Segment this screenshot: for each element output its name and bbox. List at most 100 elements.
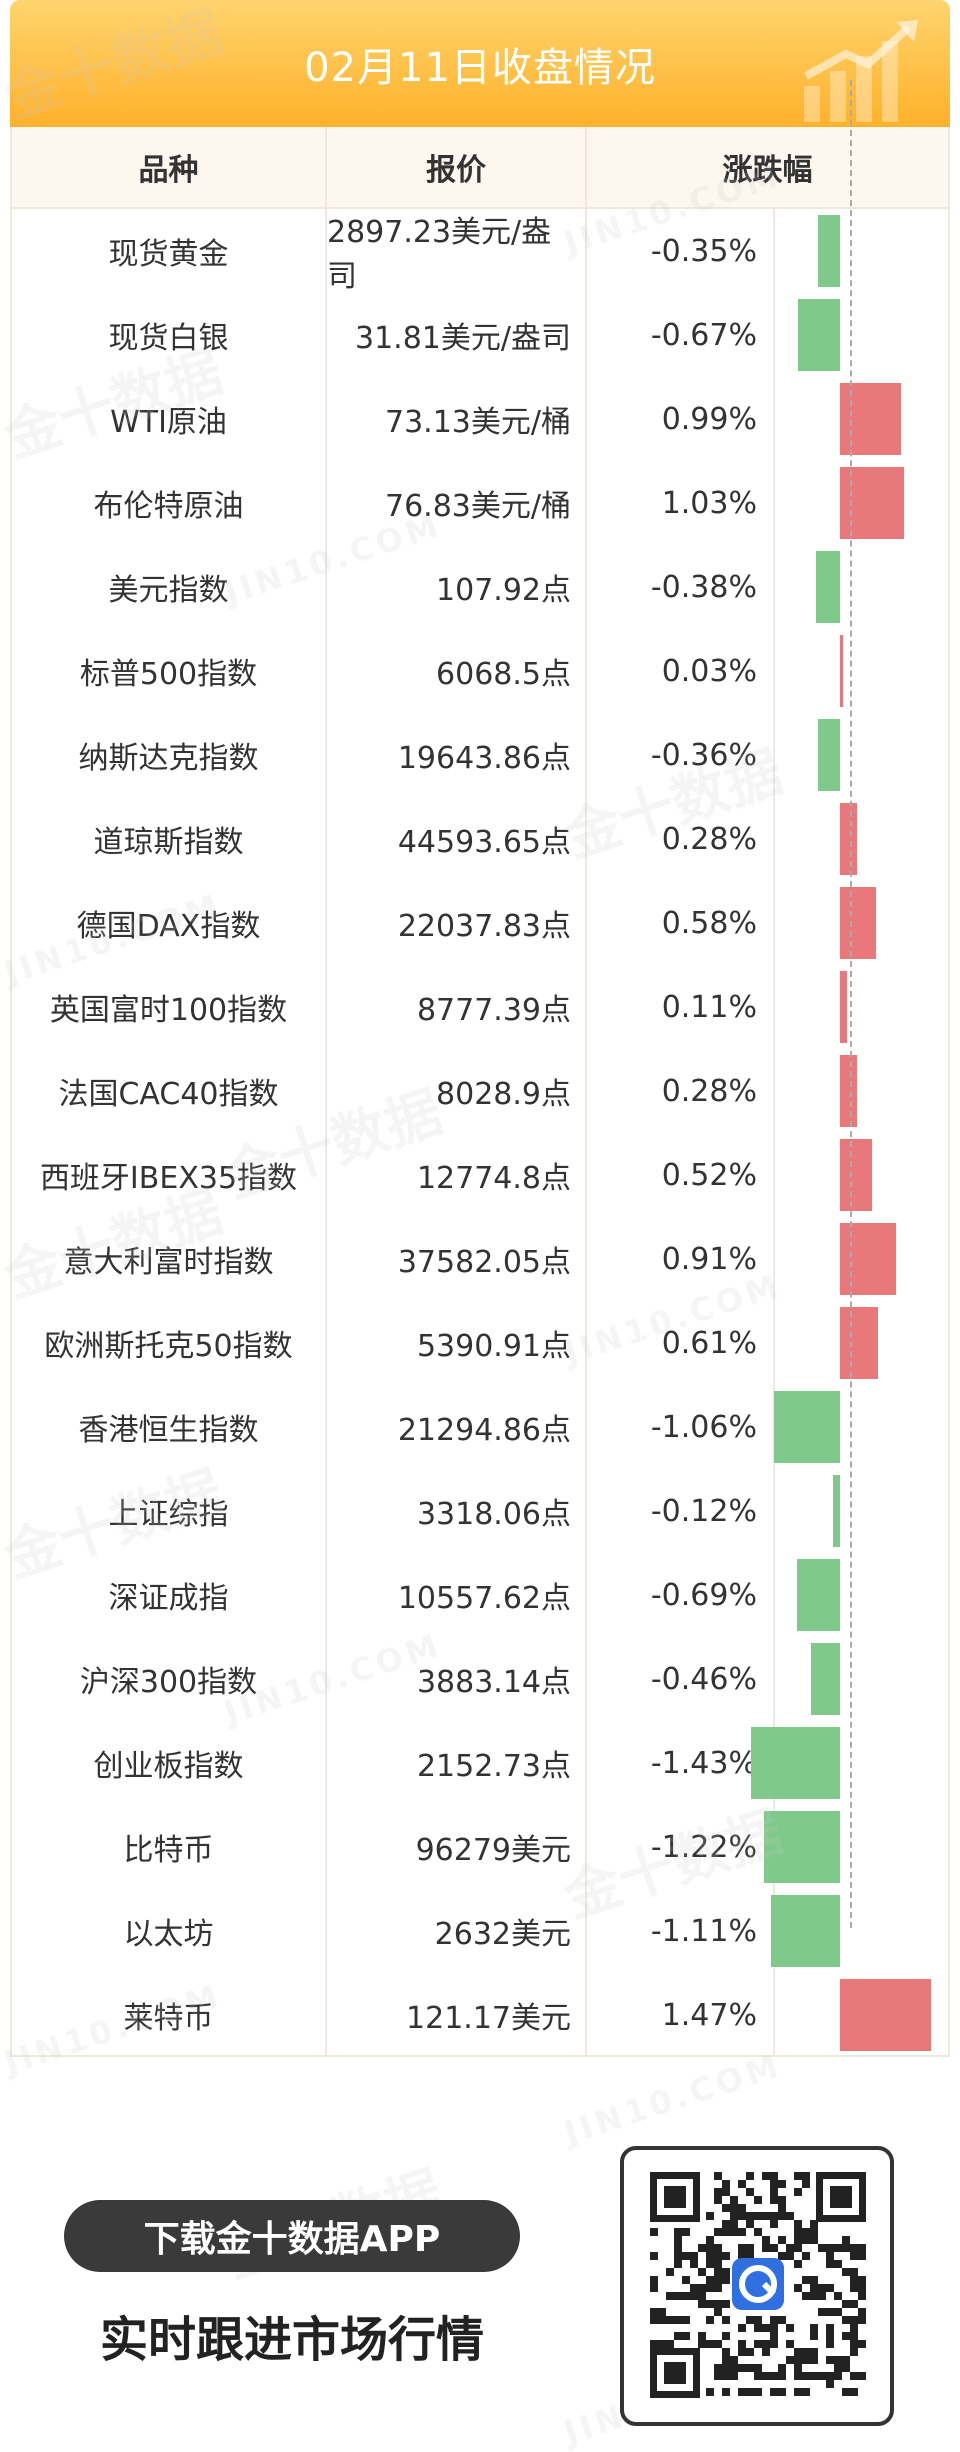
instrument-price: 96279美元 bbox=[327, 1805, 587, 1889]
instrument-price: 22037.83点 bbox=[327, 881, 587, 965]
zero-axis-line bbox=[850, 80, 852, 1928]
instrument-price: 2897.23美元/盎司 bbox=[327, 209, 587, 294]
instrument-name: 西班牙IBEX35指数 bbox=[12, 1133, 327, 1217]
instrument-name: WTI原油 bbox=[12, 377, 327, 461]
instrument-name: 布伦特原油 bbox=[12, 461, 327, 545]
instrument-price: 8777.39点 bbox=[327, 965, 587, 1049]
table-row: WTI原油 73.13美元/桶 0.99% bbox=[12, 377, 948, 461]
table-row: 现货白银 31.81美元/盎司 -0.67% bbox=[12, 293, 948, 377]
change-bar-down bbox=[818, 215, 840, 287]
change-bar-down bbox=[832, 1475, 840, 1547]
instrument-change: 0.58% bbox=[587, 881, 775, 965]
instrument-price: 8028.9点 bbox=[327, 1049, 587, 1133]
change-bar-cell bbox=[775, 1637, 948, 1721]
change-bar-down bbox=[811, 1643, 840, 1715]
change-bar-cell bbox=[775, 713, 948, 797]
instrument-change: -1.43% bbox=[587, 1721, 775, 1805]
change-bar-down bbox=[816, 551, 840, 623]
instrument-name: 法国CAC40指数 bbox=[12, 1049, 327, 1133]
instrument-price: 2152.73点 bbox=[327, 1721, 587, 1805]
instrument-name: 以太坊 bbox=[12, 1889, 327, 1973]
instrument-change: -0.67% bbox=[587, 293, 775, 377]
table-header: 品种 报价 涨跌幅 bbox=[12, 127, 948, 209]
instrument-price: 3883.14点 bbox=[327, 1637, 587, 1721]
change-bar-up bbox=[840, 1055, 858, 1127]
table-row: 沪深300指数 3883.14点 -0.46% bbox=[12, 1637, 948, 1721]
change-bar-cell bbox=[775, 545, 948, 629]
footer-tagline: 实时跟进市场行情 bbox=[99, 2312, 484, 2368]
change-bar-cell bbox=[775, 629, 948, 713]
table-row: 道琼斯指数 44593.65点 0.28% bbox=[12, 797, 948, 881]
change-bar-up bbox=[840, 1139, 873, 1211]
instrument-price: 2632美元 bbox=[327, 1889, 587, 1973]
instrument-change: 0.03% bbox=[587, 629, 775, 713]
instrument-change: -0.35% bbox=[587, 209, 775, 293]
instrument-price: 6068.5点 bbox=[327, 629, 587, 713]
instrument-change: -0.46% bbox=[587, 1637, 775, 1721]
table-row: 意大利富时指数 37582.05点 0.91% bbox=[12, 1217, 948, 1301]
change-bar-cell bbox=[775, 209, 948, 293]
change-bar-down bbox=[817, 719, 840, 791]
page-header: 02月11日收盘情况 bbox=[10, 0, 950, 127]
change-bar-cell bbox=[775, 1133, 948, 1217]
instrument-name: 美元指数 bbox=[12, 545, 327, 629]
change-bar-cell bbox=[775, 293, 948, 377]
change-bar-cell bbox=[751, 1721, 948, 1805]
instrument-price: 76.83美元/桶 bbox=[327, 461, 587, 545]
table-row: 创业板指数 2152.73点 -1.43% bbox=[12, 1721, 948, 1805]
instrument-name: 现货黄金 bbox=[12, 209, 327, 293]
table-row: 美元指数 107.92点 -0.38% bbox=[12, 545, 948, 629]
change-bar-cell bbox=[775, 881, 948, 965]
instrument-change: 0.11% bbox=[587, 965, 775, 1049]
page-title: 02月11日收盘情况 bbox=[304, 44, 656, 91]
instrument-price: 10557.62点 bbox=[327, 1553, 587, 1637]
change-bar-cell bbox=[775, 1049, 948, 1133]
table-row: 西班牙IBEX35指数 12774.8点 0.52% bbox=[12, 1133, 948, 1217]
change-bar-cell bbox=[775, 1301, 948, 1385]
table-row: 香港恒生指数 21294.86点 -1.06% bbox=[12, 1385, 948, 1469]
instrument-name: 道琼斯指数 bbox=[12, 797, 327, 881]
instrument-name: 深证成指 bbox=[12, 1553, 327, 1637]
table-row: 布伦特原油 76.83美元/桶 1.03% bbox=[12, 461, 948, 545]
instrument-price: 107.92点 bbox=[327, 545, 587, 629]
change-bar-cell bbox=[775, 1553, 948, 1637]
instrument-change: 0.52% bbox=[587, 1133, 775, 1217]
instrument-change: 0.91% bbox=[587, 1217, 775, 1301]
table-row: 比特币 96279美元 -1.22% bbox=[12, 1805, 948, 1889]
change-bar-up bbox=[840, 1307, 878, 1379]
instrument-change: -0.12% bbox=[587, 1469, 775, 1553]
table-row: 英国富时100指数 8777.39点 0.11% bbox=[12, 965, 948, 1049]
instrument-change: 0.99% bbox=[587, 377, 775, 461]
instrument-name: 意大利富时指数 bbox=[12, 1217, 327, 1301]
table-row: 法国CAC40指数 8028.9点 0.28% bbox=[12, 1049, 948, 1133]
table-row: 标普500指数 6068.5点 0.03% bbox=[12, 629, 948, 713]
instrument-price: 19643.86点 bbox=[327, 713, 587, 797]
change-bar-down bbox=[774, 1391, 840, 1463]
instrument-price: 12774.8点 bbox=[327, 1133, 587, 1217]
instrument-name: 标普500指数 bbox=[12, 629, 327, 713]
instrument-change: 0.28% bbox=[587, 1049, 775, 1133]
download-app-button[interactable]: 下载金十数据APP bbox=[64, 2200, 520, 2272]
instrument-change: -1.11% bbox=[587, 1889, 775, 1973]
instrument-name: 现货白银 bbox=[12, 293, 327, 377]
change-bar-cell bbox=[775, 461, 948, 545]
table-row: 以太坊 2632美元 -1.11% bbox=[12, 1889, 948, 1973]
instrument-name: 德国DAX指数 bbox=[12, 881, 327, 965]
change-bar-down bbox=[771, 1895, 840, 1967]
column-header-name: 品种 bbox=[12, 127, 327, 207]
change-bar-up bbox=[840, 1223, 897, 1295]
instrument-change: -1.22% bbox=[587, 1805, 775, 1889]
download-app-label: 下载金十数据APP bbox=[143, 2219, 441, 2260]
change-bar-up bbox=[840, 887, 876, 959]
table-row: 现货黄金 2897.23美元/盎司 -0.35% bbox=[12, 209, 948, 294]
change-bar-up bbox=[840, 803, 858, 875]
instrument-change: 1.47% bbox=[587, 1973, 775, 2057]
change-bar-cell bbox=[764, 1805, 948, 1889]
change-bar-cell bbox=[774, 1385, 948, 1469]
instrument-name: 香港恒生指数 bbox=[12, 1385, 327, 1469]
instrument-price: 73.13美元/桶 bbox=[327, 377, 587, 461]
change-bar-cell bbox=[775, 377, 948, 461]
instrument-change: -0.38% bbox=[587, 545, 775, 629]
instrument-name: 欧洲斯托克50指数 bbox=[12, 1301, 327, 1385]
instrument-name: 纳斯达克指数 bbox=[12, 713, 327, 797]
